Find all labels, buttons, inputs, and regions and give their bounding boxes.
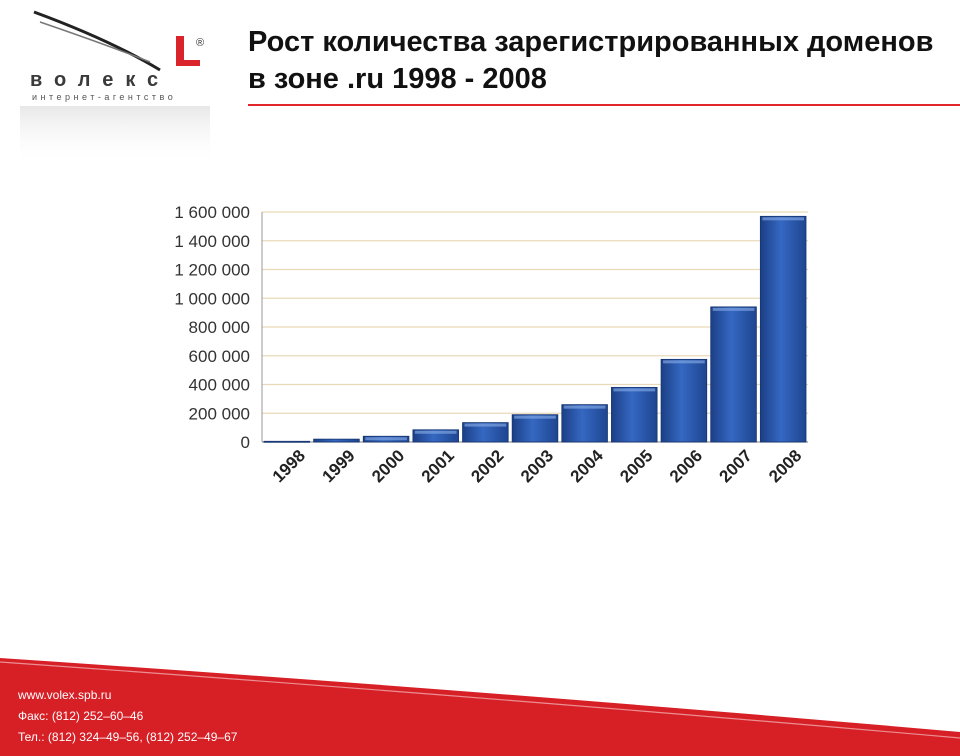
footer-band [0, 658, 960, 756]
y-tick-label: 1 400 000 [174, 232, 250, 251]
slide-title: Рост количества зарегистрированных домен… [248, 26, 934, 95]
bar-highlight [762, 217, 805, 221]
logo-reg-mark: ® [196, 37, 204, 49]
bar-2005 [611, 386, 658, 443]
bar-highlight [365, 437, 407, 441]
footer-phone: Тел.: (812) 324–49–56, (812) 252–49–67 [18, 730, 238, 744]
logo-swoosh-inner [39, 21, 151, 63]
footer-fax: Факс: (812) 252–60–46 [18, 709, 144, 723]
bar-2002 [462, 422, 509, 443]
logo-reflection [20, 106, 210, 166]
bar-1999 [313, 438, 360, 443]
y-tick-label: 400 000 [189, 376, 250, 395]
bar-2003 [511, 414, 559, 443]
y-tick-label: 1 000 000 [174, 289, 250, 308]
bar-2008 [759, 215, 807, 443]
bar-1998 [263, 440, 311, 443]
x-tick-label: 1999 [318, 446, 358, 486]
x-tick-label: 2006 [666, 446, 706, 486]
domains-bar-chart: 0 200 000 400 000 600 000 800 000 1 000 000 1 … [174, 203, 808, 487]
y-tick-label: 0 [241, 433, 250, 452]
logo-swoosh [33, 10, 161, 72]
bar-2006 [660, 358, 708, 443]
logo-brand: волекс [30, 69, 170, 91]
x-tick-label: 2004 [567, 446, 608, 487]
volex-logo: ® волекс интернет-агентство [20, 10, 210, 166]
x-tick-label: 2002 [467, 446, 507, 486]
title-divider [248, 104, 960, 106]
y-tick-label: 600 000 [189, 347, 250, 366]
y-tick-label: 1 600 000 [174, 203, 250, 222]
y-tick-label: 800 000 [189, 318, 250, 337]
bar-2007 [710, 306, 757, 443]
bar-highlight [712, 307, 755, 311]
y-tick-label: 200 000 [189, 404, 250, 423]
logo-tagline: интернет-агентство [32, 92, 176, 102]
x-tick-label: 2001 [418, 446, 458, 486]
bar-highlight [663, 360, 705, 364]
bar-2004 [561, 404, 608, 443]
y-tick-label: 1 200 000 [174, 261, 250, 280]
bar-highlight [563, 405, 606, 409]
bar-highlight [514, 415, 556, 419]
bar-highlight [414, 430, 457, 434]
x-tick-label: 2003 [517, 446, 557, 486]
footer-website: www.volex.spb.ru [18, 688, 112, 702]
x-tick-label: 2000 [368, 446, 408, 486]
x-tick-label: 1998 [269, 446, 309, 486]
bar-highlight [613, 388, 656, 392]
x-tick-label: 2005 [616, 446, 656, 486]
bar-highlight [464, 423, 507, 427]
x-tick-label: 2008 [765, 446, 805, 486]
logo-l-mark [176, 36, 200, 66]
x-tick-label: 2007 [716, 446, 756, 486]
